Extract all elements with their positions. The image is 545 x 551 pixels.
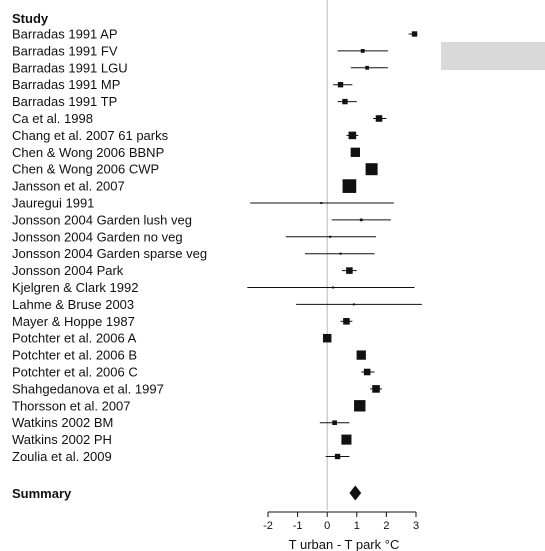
x-tick-label: 1: [354, 520, 360, 532]
study-point-estimate: [372, 385, 380, 393]
study-label: Thorsson et al. 2007: [12, 398, 131, 413]
study-label: Zoulia et al. 2009: [12, 449, 112, 464]
study-point-estimate: [348, 131, 357, 140]
study-label: Jonsson 2004 Park: [12, 263, 124, 278]
x-axis-label: T urban - T park °C: [289, 537, 400, 551]
study-label: Watkins 2002 PH: [12, 432, 112, 447]
study-label: Potchter et al. 2006 C: [12, 365, 138, 380]
study-label: Jonsson 2004 Garden no veg: [12, 229, 183, 244]
study-point-estimate: [320, 202, 323, 204]
study-point-estimate: [360, 49, 365, 53]
study-point-estimate: [356, 350, 366, 360]
study-label: Chen & Wong 2006 CWP: [12, 162, 159, 177]
study-label: Barradas 1991 AP: [12, 27, 118, 42]
study-point-estimate: [352, 303, 355, 306]
study-point-estimate: [341, 434, 352, 445]
study-point-estimate: [354, 400, 366, 412]
study-label: Potchter et al. 2006 A: [12, 331, 137, 346]
study-point-estimate: [342, 98, 348, 105]
x-axis-ticks: -2 -1 0 1 2 3: [263, 512, 419, 532]
study-point-estimate: [411, 31, 418, 37]
study-point-estimate: [342, 179, 357, 193]
study-point-estimate: [322, 333, 332, 343]
study-label: Kjelgren & Clark 1992: [12, 280, 138, 295]
study-label: Jonsson 2004 Garden sparse veg: [12, 246, 207, 261]
study-point-estimate: [365, 163, 378, 176]
column-header-study: Study: [12, 11, 49, 26]
study-label: Chen & Wong 2006 BBNP: [12, 145, 164, 160]
x-tick-label: 0: [324, 520, 330, 532]
study-label: Potchter et al. 2006 B: [12, 348, 137, 363]
study-point-estimate: [359, 218, 363, 222]
study-point-estimate: [365, 65, 370, 70]
grey-placeholder-box: [441, 42, 545, 70]
summary-label: Summary: [12, 486, 72, 501]
study-point-estimate: [339, 252, 342, 255]
study-label: Chang et al. 2007 61 parks: [12, 128, 169, 143]
study-label: Jansson et al. 2007: [12, 179, 125, 194]
x-tick-label: -1: [293, 520, 303, 532]
study-point-estimate: [343, 318, 350, 325]
study-label: Mayer & Hoppe 1987: [12, 314, 135, 329]
study-point-estimate: [334, 453, 341, 460]
x-tick-label: 2: [383, 520, 389, 532]
study-point-estimate: [363, 368, 371, 376]
study-point-estimate: [329, 235, 332, 238]
study-label: Watkins 2002 BM: [12, 415, 113, 430]
study-label: Jonsson 2004 Garden lush veg: [12, 212, 192, 227]
x-tick-label: 3: [413, 520, 419, 532]
summary-diamond: [349, 485, 362, 501]
study-label: Jauregui 1991: [12, 196, 94, 211]
study-point-estimate: [332, 420, 337, 426]
study-label: Barradas 1991 TP: [12, 94, 117, 109]
study-point-estimate: [350, 147, 360, 157]
x-tick-label: -2: [263, 520, 273, 532]
study-point-estimate: [346, 267, 353, 274]
study-point-estimate: [332, 286, 335, 289]
study-label: Barradas 1991 MP: [12, 77, 120, 92]
study-label: Shahgedanova et al. 1997: [12, 381, 164, 396]
study-point-estimate: [337, 82, 344, 88]
study-label: Lahme & Bruse 2003: [12, 297, 134, 312]
study-label: Barradas 1991 FV: [12, 43, 118, 58]
study-label: Barradas 1991 LGU: [12, 60, 128, 75]
study-point-estimate: [375, 115, 383, 122]
study-label: Ca et al. 1998: [12, 111, 93, 126]
